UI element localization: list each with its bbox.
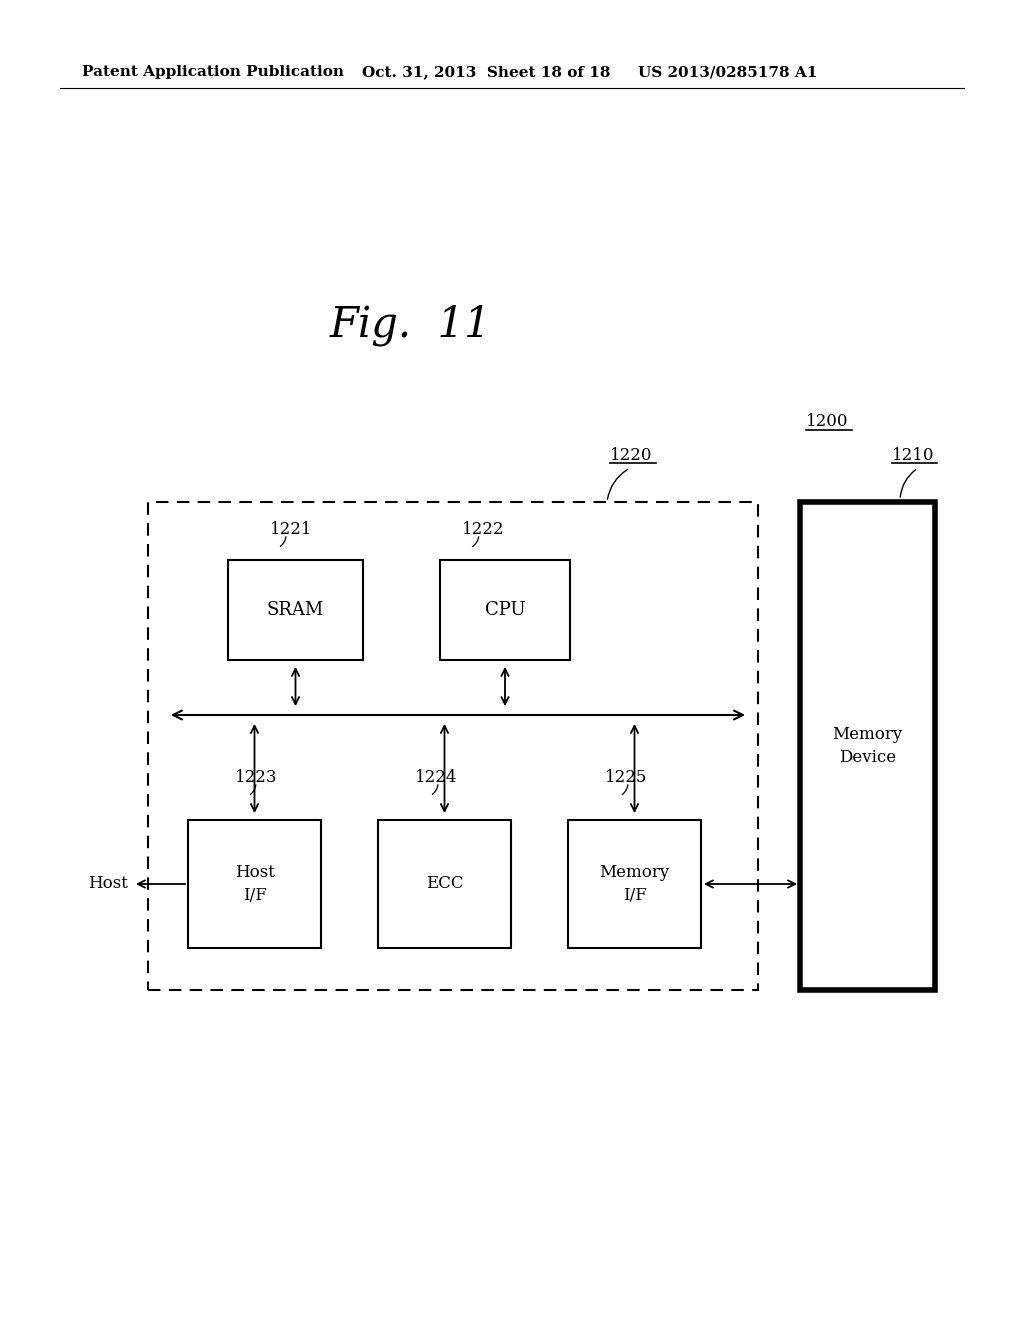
Text: Memory
Device: Memory Device bbox=[833, 726, 902, 766]
Text: 1223: 1223 bbox=[234, 770, 278, 787]
Text: 1225: 1225 bbox=[605, 770, 647, 787]
Text: US 2013/0285178 A1: US 2013/0285178 A1 bbox=[638, 65, 817, 79]
Bar bbox=[568, 820, 701, 948]
Bar bbox=[188, 820, 321, 948]
Text: Oct. 31, 2013  Sheet 18 of 18: Oct. 31, 2013 Sheet 18 of 18 bbox=[362, 65, 610, 79]
Text: Host
I/F: Host I/F bbox=[234, 863, 274, 904]
Bar bbox=[378, 820, 511, 948]
Text: 1210: 1210 bbox=[892, 446, 935, 463]
Text: Memory
I/F: Memory I/F bbox=[599, 863, 670, 904]
Text: 1220: 1220 bbox=[610, 446, 652, 463]
Text: Patent Application Publication: Patent Application Publication bbox=[82, 65, 344, 79]
Text: Host: Host bbox=[88, 875, 128, 892]
Text: 1200: 1200 bbox=[806, 413, 849, 430]
Bar bbox=[228, 560, 362, 660]
Text: Fig.  11: Fig. 11 bbox=[330, 304, 492, 346]
Text: 1224: 1224 bbox=[415, 770, 458, 787]
Text: CPU: CPU bbox=[484, 601, 525, 619]
Text: SRAM: SRAM bbox=[267, 601, 325, 619]
Bar bbox=[800, 502, 935, 990]
Text: 1222: 1222 bbox=[462, 521, 505, 539]
Bar bbox=[148, 502, 758, 990]
Text: ECC: ECC bbox=[426, 875, 463, 892]
Text: 1221: 1221 bbox=[270, 521, 312, 539]
Bar bbox=[440, 560, 570, 660]
